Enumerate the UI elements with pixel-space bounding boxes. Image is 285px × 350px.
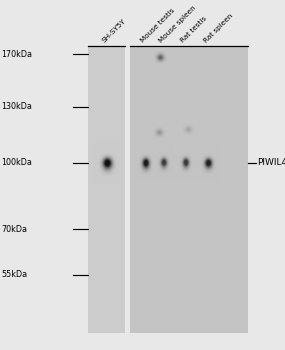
Text: Rat spleen: Rat spleen (202, 13, 234, 44)
Bar (88, 46, 125, 332)
Text: 70kDa: 70kDa (1, 225, 27, 234)
Bar (130, 46, 248, 332)
Text: PIWIL4: PIWIL4 (257, 158, 285, 167)
Text: Rat testis: Rat testis (180, 15, 208, 44)
Text: 170kDa: 170kDa (1, 50, 32, 59)
Text: Mouse spleen: Mouse spleen (158, 5, 198, 44)
Text: 130kDa: 130kDa (1, 102, 32, 111)
Text: 100kDa: 100kDa (1, 158, 32, 167)
Text: 55kDa: 55kDa (1, 270, 28, 279)
Text: SH-SY5Y: SH-SY5Y (101, 18, 127, 44)
Text: Mouse testis: Mouse testis (140, 7, 176, 44)
